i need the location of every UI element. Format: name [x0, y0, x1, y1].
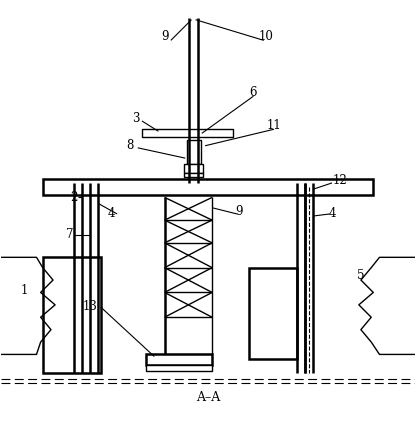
Text: 9: 9 — [161, 30, 168, 43]
Bar — [249, 268, 297, 359]
Bar — [186, 140, 201, 164]
Bar — [43, 179, 373, 195]
Bar — [146, 354, 212, 365]
Text: 13: 13 — [83, 300, 98, 313]
Text: 5: 5 — [357, 270, 365, 283]
Bar — [184, 164, 203, 173]
Text: 3: 3 — [132, 112, 139, 125]
Bar — [43, 257, 101, 373]
Bar — [146, 365, 212, 371]
Bar — [142, 129, 233, 137]
Text: 7: 7 — [66, 228, 73, 241]
Text: 12: 12 — [333, 175, 348, 187]
Text: 2: 2 — [70, 191, 77, 204]
Text: 1: 1 — [20, 284, 28, 297]
Text: 8: 8 — [126, 139, 133, 152]
Bar — [184, 173, 203, 177]
Text: 4: 4 — [328, 207, 336, 220]
Text: 6: 6 — [250, 86, 257, 98]
Text: 10: 10 — [258, 30, 273, 43]
Text: 4: 4 — [107, 207, 115, 220]
Text: 9: 9 — [235, 205, 243, 218]
Text: A–A: A–A — [196, 391, 220, 404]
Text: 11: 11 — [267, 119, 282, 132]
